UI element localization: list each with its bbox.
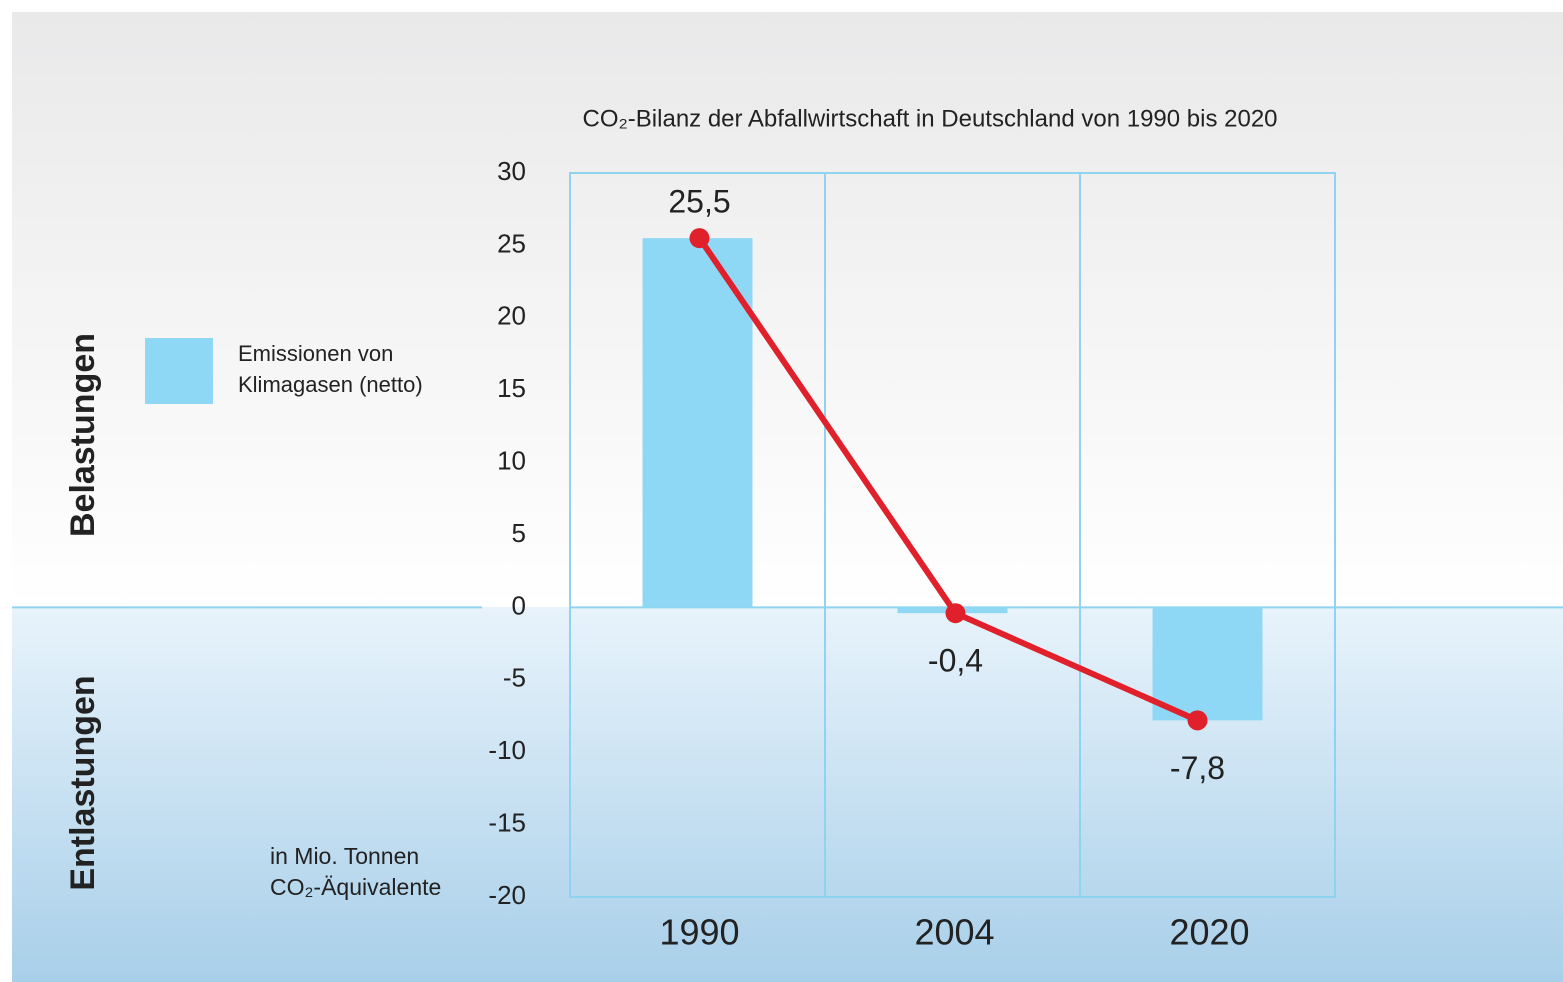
y-tick-label: 15 <box>497 373 526 403</box>
value-label: 25,5 <box>668 184 730 220</box>
x-tick-label: 1990 <box>659 912 739 953</box>
y-tick-label: -10 <box>488 735 526 765</box>
x-tick-label: 2020 <box>1169 912 1249 953</box>
unit-label: in Mio. Tonnen <box>270 843 419 869</box>
y-tick-label: 30 <box>497 156 526 186</box>
y-tick-label: 10 <box>497 445 526 475</box>
bar <box>642 238 753 608</box>
y-tick-label: 25 <box>497 228 526 258</box>
upper-label: Belastungen <box>64 333 102 537</box>
x-tick-label: 2004 <box>914 912 994 953</box>
legend-label: Emissionen von Klimagasen (netto) <box>238 341 423 397</box>
y-tick-label: 20 <box>497 301 526 331</box>
y-tick-label: -20 <box>488 880 526 910</box>
y-tick-label: -5 <box>503 663 526 693</box>
value-label: -0,4 <box>928 643 983 679</box>
bar <box>1152 607 1263 721</box>
y-tick-label: 0 <box>512 590 526 620</box>
line-marker <box>689 228 710 249</box>
legend-swatch <box>145 338 213 404</box>
y-tick-label: -15 <box>488 807 526 837</box>
upper-background <box>12 12 1563 608</box>
lower-background <box>12 607 1563 982</box>
line-marker <box>945 603 966 624</box>
line-marker <box>1187 710 1208 731</box>
lower-label: Entlastungen <box>64 675 102 890</box>
y-tick-label: 5 <box>512 518 526 548</box>
unit-label: CO₂-Äquivalente <box>270 874 441 900</box>
chart-title: CO₂-Bilanz der Abfallwirtschaft in Deuts… <box>582 105 1277 132</box>
plot-frame <box>569 172 1336 898</box>
value-label: -7,8 <box>1170 750 1225 786</box>
